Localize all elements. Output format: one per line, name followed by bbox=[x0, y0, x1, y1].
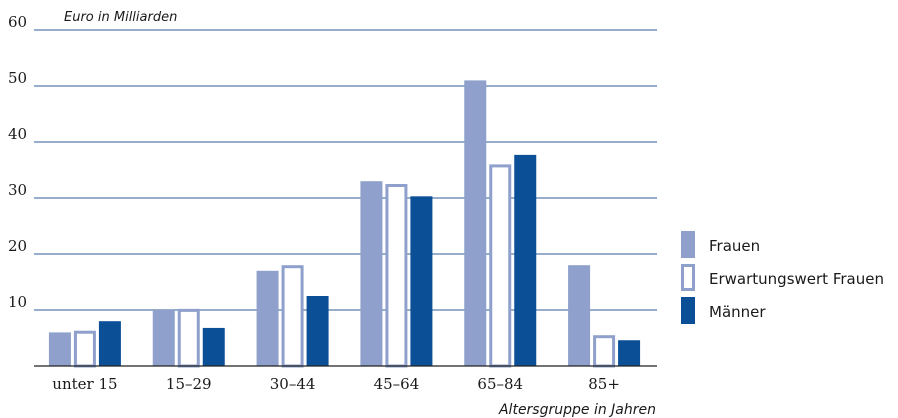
x-tick-label: 45–64 bbox=[374, 375, 420, 393]
y-tick-label: 40 bbox=[8, 125, 27, 143]
y-axis-title: Euro in Milliarden bbox=[64, 10, 177, 25]
bar bbox=[489, 164, 512, 368]
y-tick-labels: 10 20 30 40 50 60 bbox=[8, 13, 27, 311]
bar bbox=[306, 296, 329, 366]
bar bbox=[464, 80, 487, 367]
bar bbox=[152, 310, 175, 366]
bar bbox=[281, 265, 304, 368]
legend-label: Erwartungswert Frauen bbox=[709, 270, 884, 288]
x-tick-label: 85+ bbox=[588, 375, 620, 393]
x-tick-label: 15–29 bbox=[166, 375, 212, 393]
bar bbox=[202, 327, 225, 366]
y-tick-label: 20 bbox=[8, 237, 27, 255]
bar bbox=[177, 308, 200, 368]
bar bbox=[98, 321, 121, 366]
gridlines bbox=[34, 29, 657, 311]
bars bbox=[48, 80, 641, 368]
legend: Frauen Erwartungswert Frauen Männer bbox=[681, 231, 884, 324]
bar bbox=[618, 340, 641, 366]
x-tick-labels: unter 15 15–29 30–44 45–64 65–84 85+ bbox=[52, 375, 620, 393]
bar bbox=[514, 154, 537, 366]
x-tick-label: unter 15 bbox=[52, 375, 117, 393]
x-axis-title: Altersgruppe in Jahren bbox=[498, 402, 656, 418]
legend-swatch bbox=[681, 297, 695, 324]
legend-swatch bbox=[681, 231, 695, 258]
x-tick-label: 30–44 bbox=[270, 375, 316, 393]
y-tick-label: 10 bbox=[8, 293, 27, 311]
bar bbox=[73, 330, 96, 368]
x-tick-label: 65–84 bbox=[477, 375, 523, 393]
bar bbox=[410, 196, 433, 366]
y-tick-label: 50 bbox=[8, 69, 27, 87]
bar bbox=[385, 184, 408, 368]
legend-swatch bbox=[681, 264, 695, 291]
y-tick-label: 30 bbox=[8, 181, 27, 199]
bar bbox=[256, 270, 279, 366]
bar bbox=[360, 181, 383, 366]
bar bbox=[593, 335, 616, 368]
legend-label: Männer bbox=[709, 303, 766, 321]
legend-label: Frauen bbox=[709, 237, 760, 255]
bar bbox=[48, 332, 71, 366]
bar bbox=[568, 265, 591, 366]
y-tick-label: 60 bbox=[8, 13, 27, 31]
